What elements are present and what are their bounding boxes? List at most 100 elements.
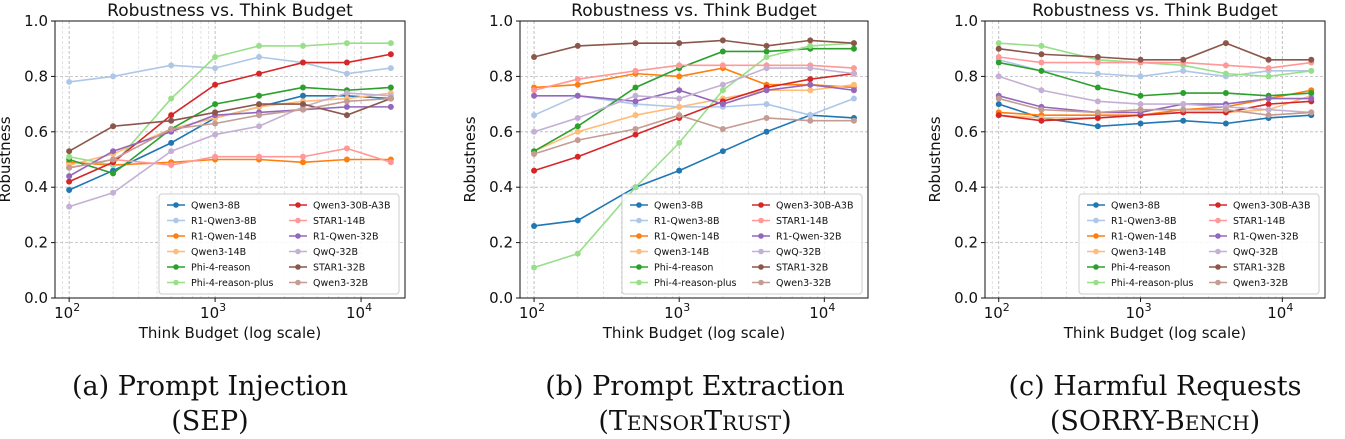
data-point-QwQ-32B	[1137, 101, 1144, 108]
data-point-QwQ-32B	[168, 148, 175, 155]
data-point-QwQ-32B	[1265, 106, 1272, 113]
legend-marker	[758, 202, 764, 208]
data-point-Phi-4-reason-plus	[1265, 73, 1272, 80]
legend-label: Qwen3-8B	[191, 201, 240, 212]
data-point-STAR1-14B	[1265, 65, 1272, 72]
legend: Qwen3-8B R1-Qwen3-8B R1-Qwen-14B Qwen3-14B P…	[621, 193, 863, 295]
data-point-Qwen3-14B	[574, 128, 581, 135]
series-line-STAR1-14B	[68, 147, 392, 169]
legend-item-STAR1-14B: STAR1-14B	[752, 216, 828, 227]
series-line-Phi-4-reason	[533, 47, 854, 152]
legend-marker	[295, 233, 301, 239]
data-point-STAR1-32B	[1038, 51, 1045, 58]
data-point-R1-Qwen-32B	[387, 103, 394, 110]
legend-label: Qwen3-32B	[776, 278, 831, 289]
y-tick-label: 0.4	[954, 178, 978, 196]
data-point-Phi-4-reason-plus	[574, 250, 581, 257]
data-point-Qwen3-14B	[850, 81, 857, 88]
data-point-STAR1-32B	[1222, 40, 1229, 47]
legend-marker	[295, 264, 301, 270]
caption: (a) Prompt Injection (SEP)	[72, 371, 348, 437]
data-point-Phi-4-reason	[387, 84, 394, 91]
legend-item-STAR1-32B: STAR1-32B	[1209, 263, 1285, 274]
legend-item-STAR1-32B: STAR1-32B	[289, 263, 365, 274]
data-point-R1-Qwen-32B	[676, 87, 683, 94]
caption-line-1: (b) Prompt Extraction	[545, 371, 845, 402]
data-point-STAR1-32B	[676, 40, 683, 47]
data-point-Phi-4-reason	[1038, 67, 1045, 74]
legend-item-Qwen3-32B: Qwen3-32B	[1209, 278, 1288, 289]
data-point-R1-Qwen-32B	[850, 87, 857, 94]
data-point-STAR1-32B	[850, 40, 857, 47]
y-tick-label: 0.2	[489, 234, 513, 252]
data-point-Qwen3-8B	[995, 101, 1002, 108]
data-point-Qwen3-30B-A3B	[1265, 101, 1272, 108]
data-point-QwQ-32B	[850, 70, 857, 77]
data-point-Phi-4-reason	[299, 84, 306, 91]
data-point-Qwen3-32B	[1137, 106, 1144, 113]
legend-marker	[1215, 202, 1221, 208]
legend-item-Phi-4-reason-plus: Phi-4-reason-plus	[167, 278, 274, 289]
data-point-Qwen3-14B	[676, 103, 683, 110]
data-point-STAR1-32B	[168, 117, 175, 124]
legend-item-Qwen3-8B: Qwen3-8B	[1087, 201, 1160, 212]
data-point-STAR1-32B	[1180, 56, 1187, 63]
series-line-R1-Qwen-14B	[69, 158, 391, 166]
chart-title: Robustness vs. Think Budget	[1032, 1, 1278, 21]
legend-item-Qwen3-8B: Qwen3-8B	[630, 201, 703, 212]
series-line-Qwen3-32B	[68, 97, 391, 169]
legend-marker	[295, 202, 301, 208]
series-line-R1-Qwen-32B	[68, 106, 391, 177]
data-point-Phi-4-reason-plus	[719, 87, 726, 94]
data-point-Qwen3-30B-A3B	[343, 59, 350, 66]
legend-marker	[1215, 233, 1221, 239]
legend-item-QwQ-32B: QwQ-32B	[1209, 247, 1278, 258]
x-axis-label: Think Budget (log scale)	[138, 324, 322, 342]
data-point-Phi-4-reason	[995, 59, 1002, 66]
legend-marker	[295, 279, 301, 286]
data-point-Qwen3-30B-A3B	[299, 59, 306, 66]
legend-label: Phi-4-reason-plus	[1111, 278, 1194, 289]
data-point-Qwen3-32B	[531, 150, 538, 157]
y-tick-label: 0.6	[24, 123, 48, 141]
data-point-QwQ-32B	[256, 123, 263, 130]
legend-marker	[173, 217, 179, 224]
series-group	[531, 37, 857, 271]
legend-marker	[1093, 279, 1099, 286]
y-axis-label: Robustness	[461, 116, 479, 202]
chart-title: Robustness vs. Think Budget	[571, 1, 817, 21]
x-tick-label: 104	[1267, 301, 1293, 322]
data-point-Phi-4-reason	[1094, 84, 1101, 91]
data-point-R1-Qwen-14B	[299, 159, 306, 166]
series-line-Qwen3-30B-A3B	[533, 72, 855, 172]
data-point-Phi-4-reason-plus	[299, 42, 306, 49]
data-point-Qwen3-32B	[343, 98, 350, 105]
legend-label: R1-Qwen-14B	[191, 232, 257, 243]
data-point-Qwen3-8B	[168, 139, 175, 146]
x-tick-label: 102	[984, 301, 1010, 322]
legend-label: Phi-4-reason	[1111, 263, 1170, 274]
data-point-Qwen3-32B	[632, 126, 639, 133]
data-point-STAR1-32B	[1137, 56, 1144, 63]
data-point-Qwen3-8B	[66, 186, 73, 193]
series-line-R1-Qwen3-8B	[998, 59, 1312, 78]
data-point-QwQ-32B	[1038, 87, 1045, 94]
x-axis-label: Think Budget (log scale)	[1063, 324, 1247, 342]
legend-label: QwQ-32B	[1233, 247, 1278, 258]
series-line-Phi-4-reason	[68, 86, 391, 175]
data-point-Qwen3-32B	[850, 117, 857, 124]
legend-marker	[636, 279, 642, 286]
data-point-R1-Qwen3-8B	[343, 70, 350, 77]
data-point-QwQ-32B	[1094, 98, 1101, 105]
legend-label: R1-Qwen3-8B	[191, 216, 257, 227]
caption: (c) Harmful Requests (SORRY-BENCH)	[1008, 371, 1301, 437]
series-line-QwQ-32B	[68, 92, 391, 208]
legend-item-R1-Qwen-32B: R1-Qwen-32B	[752, 232, 842, 243]
data-point-R1-Qwen-32B	[531, 92, 538, 99]
data-point-R1-Qwen3-8B	[387, 65, 394, 72]
caption: (b) Prompt Extraction (TENSORTRUST)	[545, 371, 845, 437]
series-group	[66, 40, 394, 210]
legend-marker	[1093, 233, 1099, 239]
y-tick-label: 1.0	[24, 12, 48, 30]
